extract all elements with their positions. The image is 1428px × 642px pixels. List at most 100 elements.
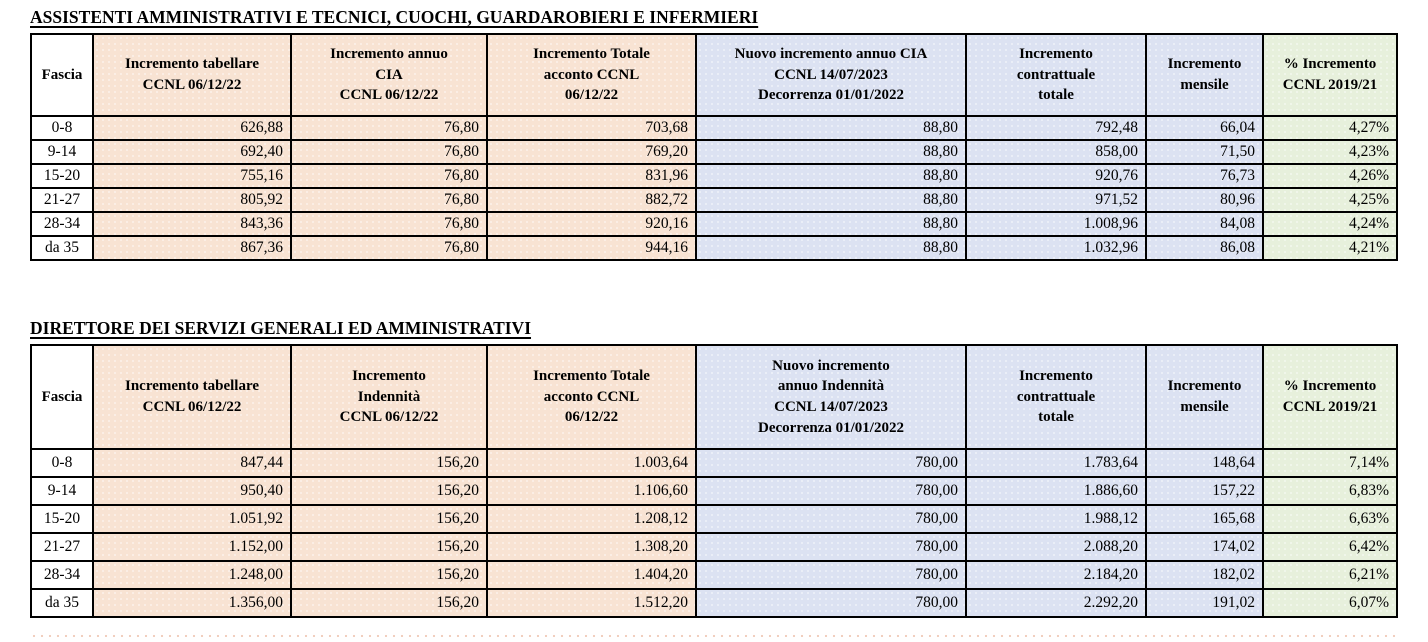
- value-cell: 6,63%: [1262, 504, 1398, 534]
- value-cell: 780,00: [695, 532, 967, 562]
- column-header: Incremento tabellare CCNL 06/12/22: [92, 33, 292, 117]
- value-cell: 4,21%: [1262, 235, 1398, 261]
- value-cell: 858,00: [965, 139, 1147, 165]
- value-cell: 156,20: [290, 588, 488, 618]
- column-header: Incremento tabellare CCNL 06/12/22: [92, 344, 292, 450]
- assistenti-table-header: Fascia Incremento tabellare CCNL 06/12/22…: [30, 33, 1398, 117]
- value-cell: 156,20: [290, 476, 488, 506]
- value-cell: 157,22: [1145, 476, 1264, 506]
- fascia-cell: 15-20: [30, 163, 94, 189]
- value-cell: 1.152,00: [92, 532, 292, 562]
- fascia-cell: 21-27: [30, 532, 94, 562]
- value-cell: 1.512,20: [486, 588, 697, 618]
- column-header: Fascia: [30, 33, 94, 117]
- value-cell: 148,64: [1145, 448, 1264, 478]
- value-cell: 2.292,20: [965, 588, 1147, 618]
- value-cell: 1.886,60: [965, 476, 1147, 506]
- fascia-cell: 9-14: [30, 476, 94, 506]
- value-cell: 944,16: [486, 235, 697, 261]
- value-cell: 76,80: [290, 235, 488, 261]
- value-cell: 88,80: [695, 139, 967, 165]
- value-cell: 76,80: [290, 115, 488, 141]
- value-cell: 780,00: [695, 504, 967, 534]
- value-cell: 780,00: [695, 588, 967, 618]
- value-cell: 692,40: [92, 139, 292, 165]
- value-cell: 84,08: [1145, 211, 1264, 237]
- column-header: Incremento contrattuale totale: [965, 33, 1147, 117]
- fascia-cell: 9-14: [30, 139, 94, 165]
- table-row: 15-20 755,16 76,80 831,96 88,80 920,76 76,73 4,…: [30, 163, 1398, 189]
- value-cell: 88,80: [695, 163, 967, 189]
- value-cell: 80,96: [1145, 187, 1264, 213]
- value-cell: 1.051,92: [92, 504, 292, 534]
- value-cell: 626,88: [92, 115, 292, 141]
- value-cell: 71,50: [1145, 139, 1264, 165]
- value-cell: 780,00: [695, 476, 967, 506]
- value-cell: 76,80: [290, 139, 488, 165]
- value-cell: 920,76: [965, 163, 1147, 189]
- value-cell: 156,20: [290, 532, 488, 562]
- table-row: 9-14 692,40 76,80 769,20 88,80 858,00 71,50 4,2…: [30, 139, 1398, 165]
- header-row: Fascia Incremento tabellare CCNL 06/12/22…: [30, 344, 1398, 450]
- value-cell: 156,20: [290, 504, 488, 534]
- fascia-cell: 28-34: [30, 560, 94, 590]
- value-cell: 7,14%: [1262, 448, 1398, 478]
- value-cell: 703,68: [486, 115, 697, 141]
- column-header: Incremento annuo CIA CCNL 06/12/22: [290, 33, 488, 117]
- column-header: Incremento Totale acconto CCNL 06/12/22: [486, 344, 697, 450]
- value-cell: 86,08: [1145, 235, 1264, 261]
- value-cell: 1.404,20: [486, 560, 697, 590]
- value-cell: 4,27%: [1262, 115, 1398, 141]
- value-cell: 847,44: [92, 448, 292, 478]
- table-row: 28-34 843,36 76,80 920,16 88,80 1.008,96 84,08…: [30, 211, 1398, 237]
- direttore-table-header: Fascia Incremento tabellare CCNL 06/12/22…: [30, 344, 1398, 450]
- table-row: 28-34 1.248,00 156,20 1.404,20 780,00 2.184,2…: [30, 560, 1398, 590]
- value-cell: 66,04: [1145, 115, 1264, 141]
- assistenti-salary-table: Fascia Incremento tabellare CCNL 06/12/22…: [30, 33, 1398, 261]
- value-cell: 165,68: [1145, 504, 1264, 534]
- value-cell: 6,42%: [1262, 532, 1398, 562]
- header-row: Fascia Incremento tabellare CCNL 06/12/22…: [30, 33, 1398, 117]
- value-cell: 88,80: [695, 235, 967, 261]
- value-cell: 1.008,96: [965, 211, 1147, 237]
- column-header: Incremento contrattuale totale: [965, 344, 1147, 450]
- value-cell: 4,23%: [1262, 139, 1398, 165]
- value-cell: 1.248,00: [92, 560, 292, 590]
- direttore-salary-table: Fascia Incremento tabellare CCNL 06/12/22…: [30, 344, 1398, 618]
- value-cell: 6,07%: [1262, 588, 1398, 618]
- value-cell: 174,02: [1145, 532, 1264, 562]
- value-cell: 1.032,96: [965, 235, 1147, 261]
- value-cell: 4,26%: [1262, 163, 1398, 189]
- fascia-cell: 21-27: [30, 187, 94, 213]
- table-row: 21-27 1.152,00 156,20 1.308,20 780,00 2.088,2…: [30, 532, 1398, 562]
- value-cell: 4,24%: [1262, 211, 1398, 237]
- fascia-cell: 0-8: [30, 115, 94, 141]
- column-header: Nuovo incremento annuo Indennità CCNL 14…: [695, 344, 967, 450]
- section-title-direttore: DIRETTORE DEI SERVIZI GENERALI ED AMMINI…: [30, 318, 532, 338]
- column-header: Incremento mensile: [1145, 33, 1264, 117]
- value-cell: 1.988,12: [965, 504, 1147, 534]
- table-row: da 35 867,36 76,80 944,16 88,80 1.032,96 86,08…: [30, 235, 1398, 261]
- value-cell: 6,83%: [1262, 476, 1398, 506]
- value-cell: 950,40: [92, 476, 292, 506]
- value-cell: 780,00: [695, 560, 967, 590]
- value-cell: 831,96: [486, 163, 697, 189]
- table-row: 15-20 1.051,92 156,20 1.208,12 780,00 1.988,1…: [30, 504, 1398, 534]
- column-header: Incremento Indennità CCNL 06/12/22: [290, 344, 488, 450]
- value-cell: 1.356,00: [92, 588, 292, 618]
- value-cell: 88,80: [695, 187, 967, 213]
- column-header: Fascia: [30, 344, 94, 450]
- column-header: % Incremento CCNL 2019/21: [1262, 344, 1398, 450]
- value-cell: 882,72: [486, 187, 697, 213]
- value-cell: 191,02: [1145, 588, 1264, 618]
- value-cell: 920,16: [486, 211, 697, 237]
- column-header: Incremento mensile: [1145, 344, 1264, 450]
- table-row: 21-27 805,92 76,80 882,72 88,80 971,52 80,96 4,…: [30, 187, 1398, 213]
- value-cell: 805,92: [92, 187, 292, 213]
- value-cell: 76,80: [290, 187, 488, 213]
- value-cell: 1.208,12: [486, 504, 697, 534]
- value-cell: 769,20: [486, 139, 697, 165]
- value-cell: 792,48: [965, 115, 1147, 141]
- value-cell: 1.003,64: [486, 448, 697, 478]
- value-cell: 2.088,20: [965, 532, 1147, 562]
